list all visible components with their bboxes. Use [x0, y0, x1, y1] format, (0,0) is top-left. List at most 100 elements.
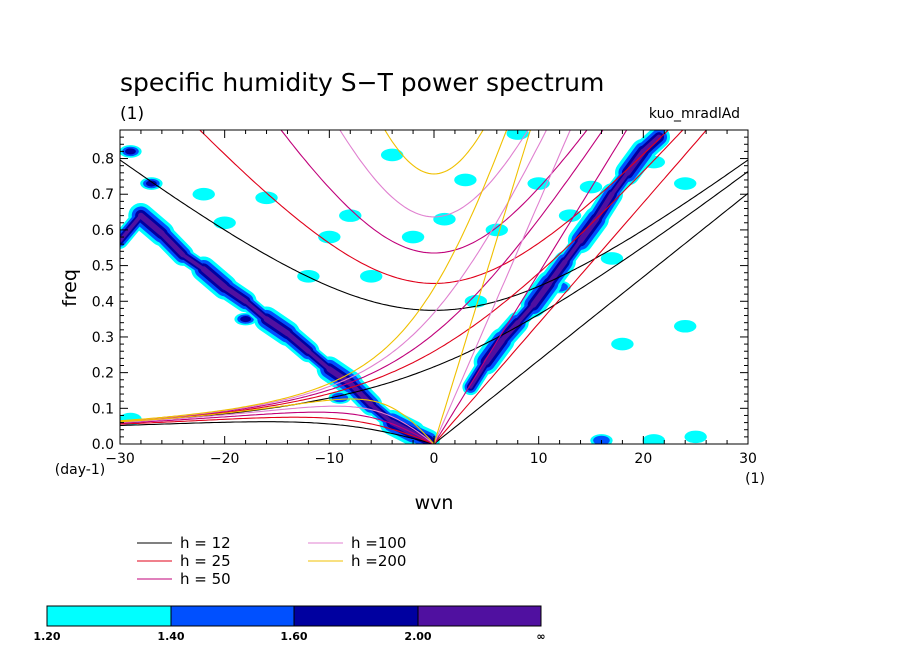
dispersion-rossby-h50 [120, 411, 436, 444]
power-patch [192, 187, 215, 201]
power-patch [318, 230, 341, 244]
power-band-westward [243, 299, 269, 321]
legend-label-h50: h = 50 [180, 570, 231, 588]
x-axis-label: wvn [415, 492, 454, 514]
dispersion-rossby-h25 [120, 416, 436, 444]
colorbar-label-4: 2.00 [404, 630, 431, 643]
y-tick-label: 0.1 [92, 401, 114, 417]
y-tick-label: 0.8 [92, 152, 114, 168]
x-tick-label: 0 [430, 451, 439, 467]
power-band-eastward [515, 302, 536, 325]
dispersion-gravity-h25 [199, 130, 669, 284]
power-patch [642, 434, 665, 444]
power-patch [433, 212, 456, 226]
power-patch [579, 180, 603, 194]
power-band-westward [200, 266, 228, 290]
dispersion-kelvin-h200 [433, 130, 531, 444]
power-patch [240, 316, 252, 323]
y-axis-label: freq [59, 269, 81, 307]
y-unit-label: (day-1) [55, 462, 105, 478]
colorbar-label-2: 1.40 [157, 630, 184, 643]
x-unit-label: (1) [745, 471, 765, 487]
power-patch [600, 252, 624, 265]
power-patch [360, 269, 383, 283]
power-patch [145, 180, 157, 187]
y-tick-label: 0.0 [92, 437, 114, 453]
dispersion-rossby-h100 [120, 405, 435, 444]
y-tick-label: 0.2 [92, 366, 114, 382]
power-band-eastward [610, 170, 630, 197]
x-tick-label: −20 [210, 451, 240, 467]
power-band-eastward [546, 259, 568, 286]
power-patch [527, 177, 550, 190]
power-patch [401, 230, 425, 244]
dispersion-rossby-h200 [120, 398, 435, 444]
power-band-eastward [640, 134, 662, 154]
legend-item-h12: h = 12 [137, 534, 231, 552]
power-patch [464, 294, 488, 308]
y-tick-label: 0.6 [92, 223, 114, 239]
y-tick-label: 0.3 [92, 330, 114, 346]
power-band-westward [306, 349, 332, 371]
y-tick-label: 0.4 [92, 294, 114, 310]
colorbar-label-5: ∞ [536, 630, 545, 643]
power-band-eastward [577, 216, 600, 244]
power-patch [674, 319, 697, 333]
power-band-westward [120, 213, 143, 243]
dispersion-mrg-h12 [120, 171, 748, 423]
power-band-westward [284, 330, 311, 354]
chart-subtitle: (1) [120, 104, 144, 124]
power-patch [454, 173, 477, 187]
x-tick-label: 20 [634, 451, 652, 467]
power-band-westward [159, 230, 186, 258]
power-patch [611, 337, 634, 351]
power-band-eastward [562, 238, 583, 264]
colorbar: 1.20 1.40 1.60 2.00 ∞ [33, 605, 546, 643]
x-tick-label: −30 [105, 451, 135, 467]
case-label: kuo_mradlAd [649, 106, 740, 122]
power-patch [485, 223, 508, 237]
x-tick-label: 30 [739, 451, 757, 467]
colorbar-cell-2 [170, 605, 295, 627]
power-patch [380, 148, 404, 162]
legend-label-h200: h =200 [351, 552, 406, 570]
legend-label-h12: h = 12 [180, 534, 231, 552]
power-patch [674, 177, 697, 190]
dispersion-kelvin-h50 [433, 130, 628, 444]
legend-item-h200: h =200 [308, 552, 406, 570]
power-patch [593, 435, 610, 444]
dispersion-gravity-h200 [384, 130, 484, 175]
legend-item-h50: h = 50 [137, 570, 231, 588]
colorbar-cell-3 [293, 605, 419, 627]
dispersion-kelvin-h12 [433, 192, 748, 444]
dispersion-mrg-h200 [120, 130, 508, 422]
legend: h = 12 h = 25 h = 50 h =100 h =200 [137, 534, 406, 588]
dispersion-mrg-h100 [120, 130, 548, 422]
power-band-westward [369, 402, 395, 425]
colorbar-label-1: 1.20 [33, 630, 60, 643]
power-band-eastward [468, 360, 489, 389]
colorbar-cell-4 [417, 605, 542, 627]
x-tick-label: 10 [530, 451, 548, 467]
y-tick-label: 0.5 [92, 259, 114, 275]
dispersion-gravity-h12 [120, 159, 748, 311]
legend-label-h100: h =100 [351, 534, 406, 552]
x-axis-ticks: −30 −20 −10 0 10 20 30 [105, 130, 757, 467]
dispersion-curves [120, 130, 748, 444]
legend-item-h25: h = 25 [137, 552, 231, 570]
power-patch [125, 148, 136, 155]
power-band-eastward [593, 191, 615, 222]
y-tick-label: 0.7 [92, 187, 114, 203]
power-patch [339, 209, 362, 222]
dispersion-gravity-h50 [280, 130, 588, 254]
dispersion-gravity-h100 [339, 130, 529, 218]
x-tick-label: −10 [315, 451, 345, 467]
power-bands [120, 130, 671, 444]
chart-title: specific humidity S−T power spectrum [120, 68, 604, 97]
power-patch [213, 216, 236, 230]
legend-label-h25: h = 25 [180, 552, 231, 570]
dispersion-mrg-h25 [120, 130, 684, 423]
power-patch [255, 191, 278, 205]
colorbar-label-3: 1.60 [280, 630, 307, 643]
